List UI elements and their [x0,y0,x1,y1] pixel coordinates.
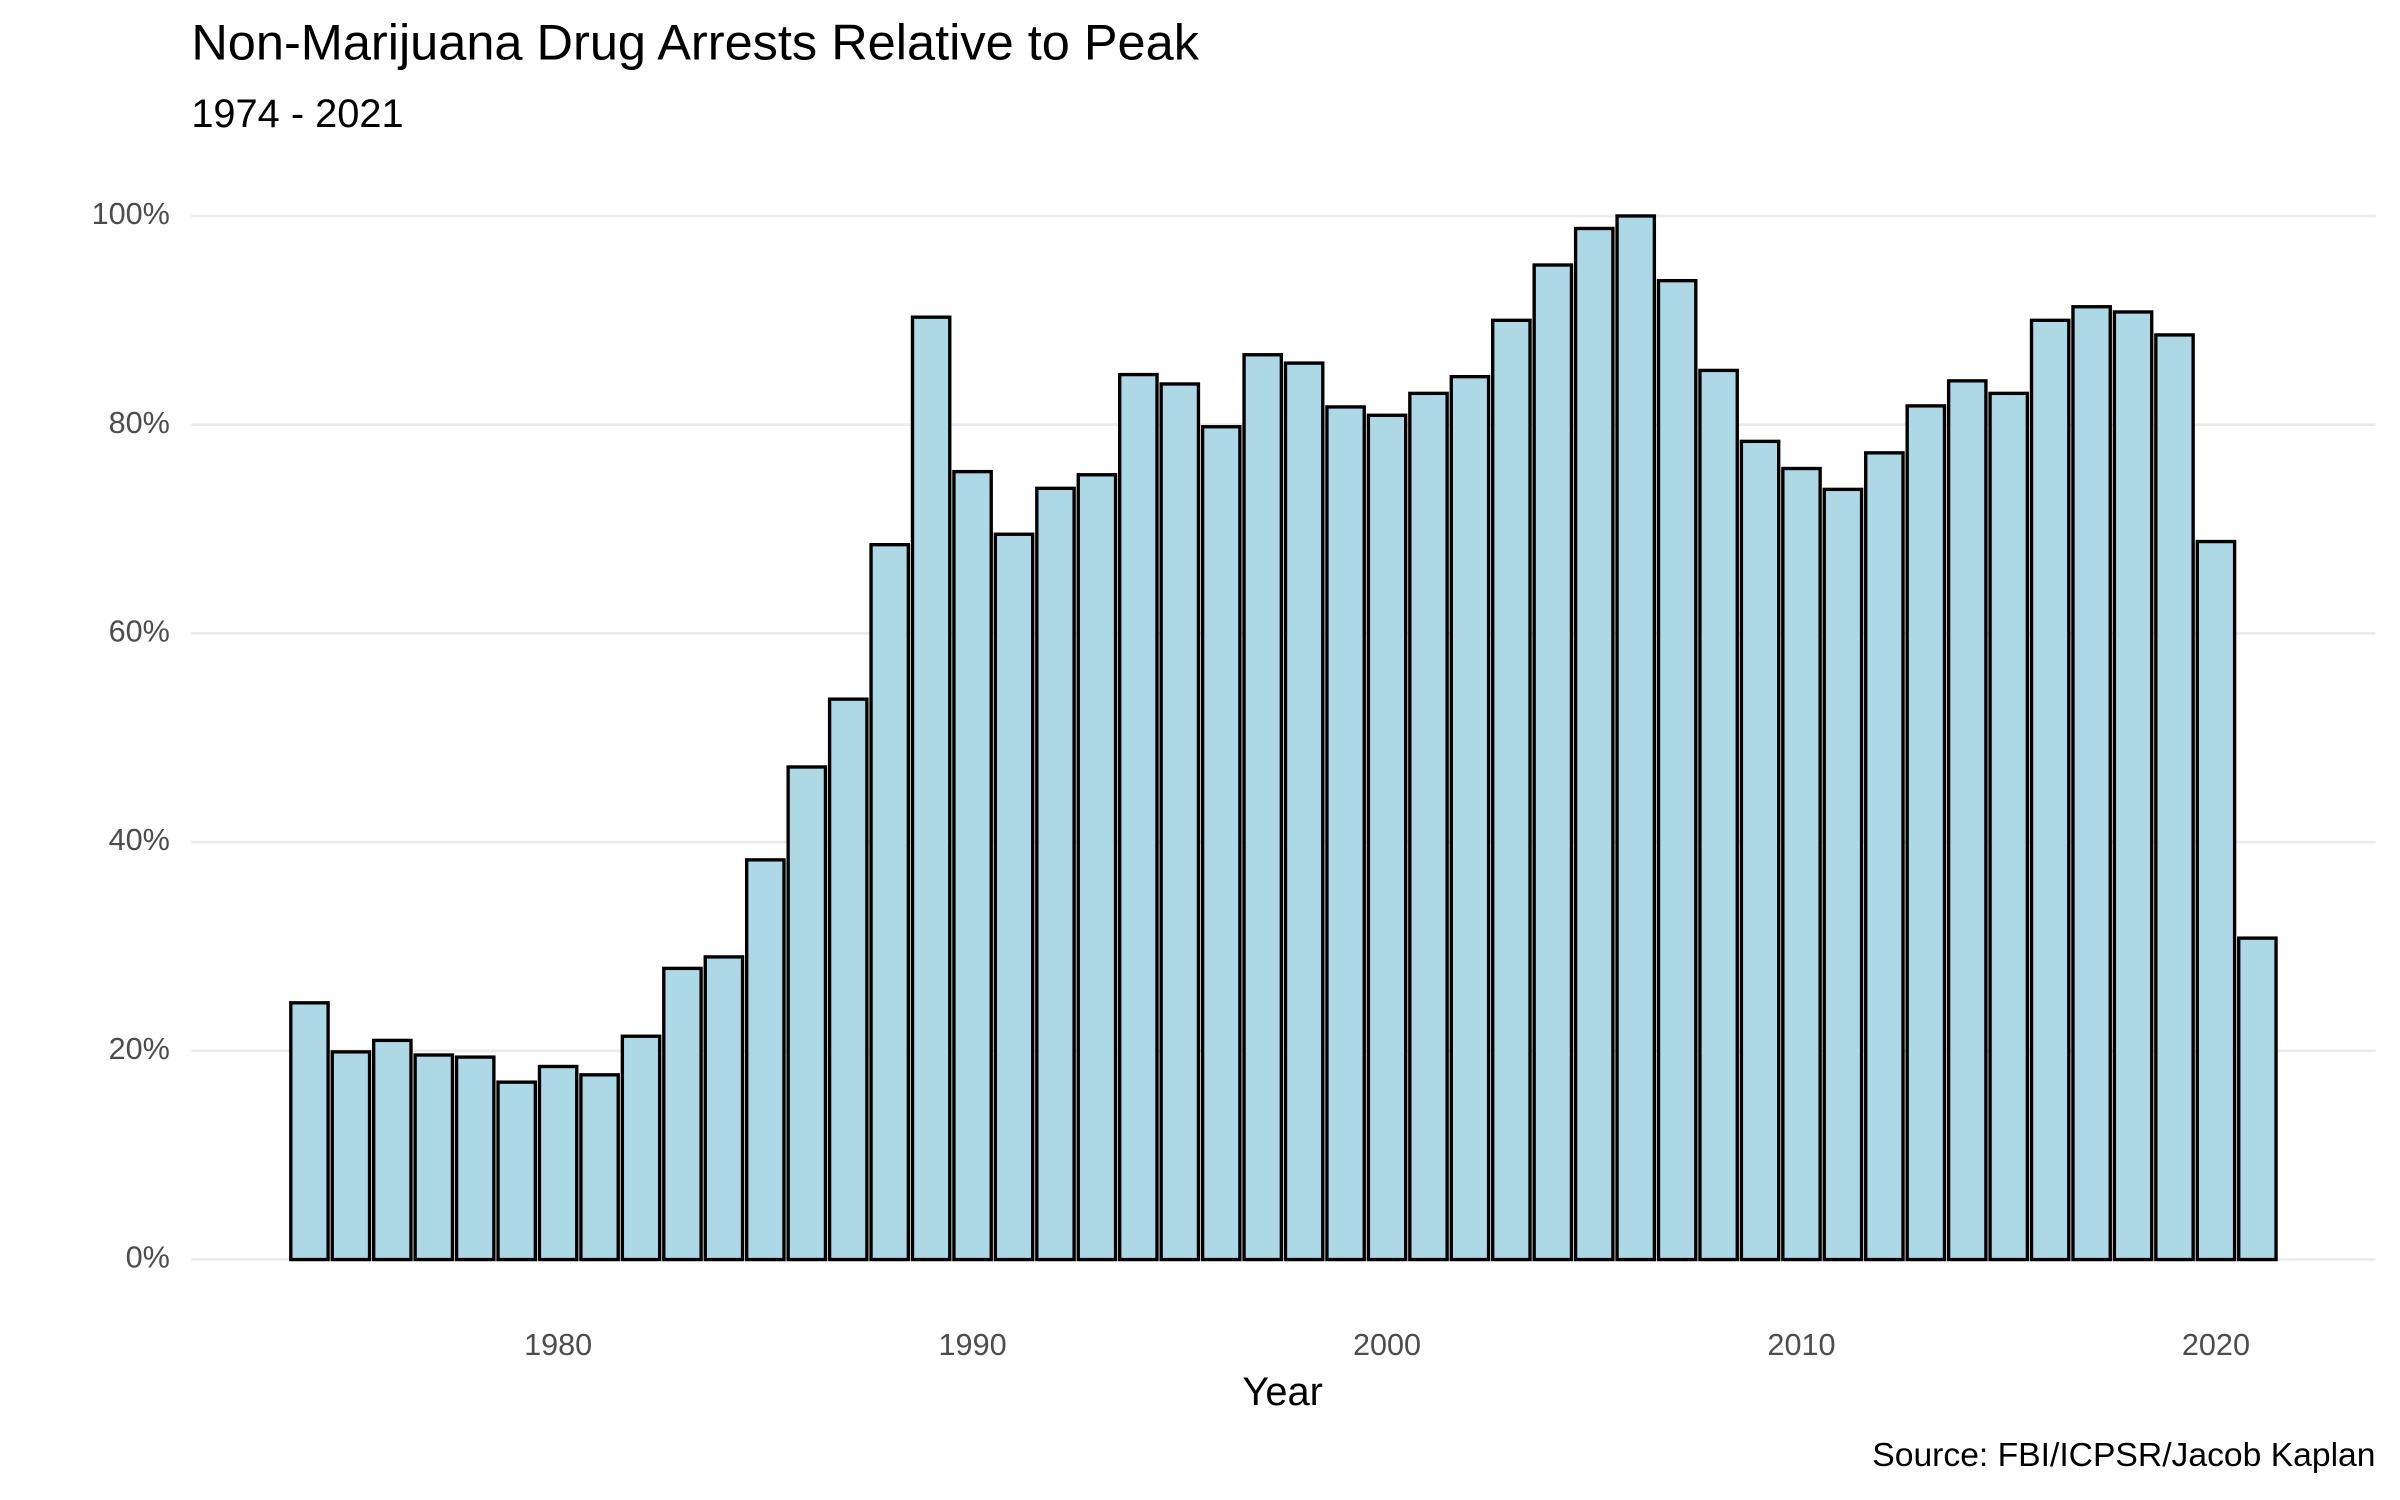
bar [1698,368,1739,1262]
x-tick-label: 2010 [1767,1328,1835,1362]
bar [579,1073,620,1262]
bar [1283,361,1325,1262]
bar [952,469,993,1262]
y-tick-label: 40% [109,823,170,857]
bar [1946,379,1988,1262]
bar [2029,318,2071,1262]
x-tick-label: 1990 [939,1328,1007,1362]
bar [1242,353,1284,1262]
bar [662,966,703,1262]
bar [1076,473,1118,1262]
bar [413,1053,455,1262]
bar [1822,487,1864,1262]
y-tick-label: 80% [109,406,170,440]
bar [1366,413,1408,1262]
bar [1573,226,1615,1262]
bar [1988,391,2030,1262]
x-axis-title: Year [1242,1370,1322,1414]
bar [2112,310,2154,1262]
bar [703,955,745,1262]
bar [827,697,869,1262]
bar [745,858,786,1262]
bar [2154,333,2195,1262]
bar [1905,404,1947,1262]
bar [1408,391,1449,1262]
bar [910,315,952,1262]
bar [1656,278,1698,1262]
bar [330,1050,372,1262]
bar [1781,466,1822,1262]
bar [289,1001,330,1262]
bar [372,1038,413,1262]
y-tick-label: 0% [126,1241,170,1275]
bar [2071,305,2112,1262]
x-tick-label: 2000 [1353,1328,1421,1362]
bar [2237,936,2278,1262]
bar [1449,374,1491,1262]
bar [454,1055,496,1262]
chart-subtitle: 1974 - 2021 [191,92,403,136]
y-tick-label: 60% [109,614,170,648]
bar [1532,263,1574,1262]
bar [620,1034,662,1262]
bar [496,1080,538,1262]
bar [1615,214,1657,1262]
bar [993,532,1035,1262]
bar [1491,318,1532,1262]
bar [537,1064,579,1262]
x-tick-label: 2020 [2182,1328,2250,1362]
y-tick-label: 100% [92,197,170,231]
bar [786,765,828,1262]
bar [1035,486,1076,1262]
y-tick-label: 20% [109,1032,170,1066]
x-tick-label: 1980 [524,1328,592,1362]
bar [869,543,911,1262]
caption: Source: FBI/ICPSR/Jacob Kaplan [1872,1437,2375,1474]
bar [1200,425,1242,1262]
bar [1739,439,1781,1262]
bar [1118,372,1159,1262]
bar [1159,382,1201,1262]
bar [1325,405,1366,1262]
chart-title: Non-Marijuana Drug Arrests Relative to P… [191,13,1199,70]
bar [2195,539,2237,1262]
bar [1864,451,1905,1262]
